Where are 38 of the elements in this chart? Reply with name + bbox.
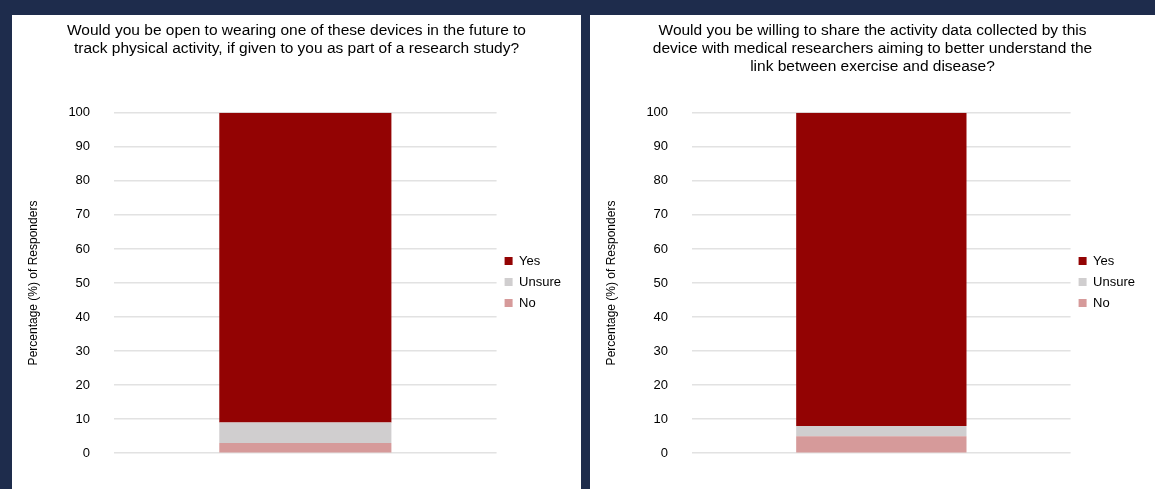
bar xyxy=(796,436,967,453)
y-tick-label: 10 xyxy=(75,410,91,426)
chart-title: Would you be open to wearing one of these devices in the future to track physical activity, if given to you as part of a research study? xyxy=(66,20,527,58)
y-tick-label: 0 xyxy=(82,444,91,460)
y-tick-label: 60 xyxy=(653,240,669,256)
y-tick-label: 80 xyxy=(653,172,669,188)
bar xyxy=(796,425,967,437)
y-axis-title: Percentage (%) of Responders xyxy=(25,200,40,366)
bar xyxy=(219,442,392,453)
y-tick-label: 60 xyxy=(75,240,91,256)
y-tick-label: 0 xyxy=(660,444,669,460)
legend-label: Yes xyxy=(519,252,541,268)
bar xyxy=(796,112,967,426)
legend-label: Unsure xyxy=(519,273,562,289)
y-tick-label: 70 xyxy=(653,206,669,222)
y-tick-label: 80 xyxy=(75,172,91,188)
legend-label: Yes xyxy=(1093,252,1115,268)
y-axis-title: Percentage (%) of Responders xyxy=(603,200,618,366)
y-tick-label: 100 xyxy=(646,104,669,120)
y-tick-label: 50 xyxy=(75,274,91,290)
y-tick-label: 90 xyxy=(75,138,91,154)
y-tick-label: 20 xyxy=(75,376,91,392)
y-tick-label: 20 xyxy=(653,376,669,392)
y-tick-label: 10 xyxy=(653,410,669,426)
y-tick-label: 40 xyxy=(653,308,669,324)
y-tick-label: 70 xyxy=(75,206,91,222)
legend-label: No xyxy=(519,294,536,310)
y-tick-label: 40 xyxy=(75,308,91,324)
bar xyxy=(219,422,392,443)
legend-label: No xyxy=(1093,294,1110,310)
y-tick-label: 30 xyxy=(653,342,669,358)
y-tick-label: 100 xyxy=(68,104,91,120)
bar xyxy=(219,112,392,423)
legend-label: Unsure xyxy=(1093,273,1136,289)
chart-title: Would you be willing to share the activity data collected by this device with medical researchers aiming to better understand the link between exercise and disease? xyxy=(651,20,1094,76)
y-tick-label: 30 xyxy=(75,342,91,358)
y-tick-label: 50 xyxy=(653,274,669,290)
y-tick-label: 90 xyxy=(653,138,669,154)
